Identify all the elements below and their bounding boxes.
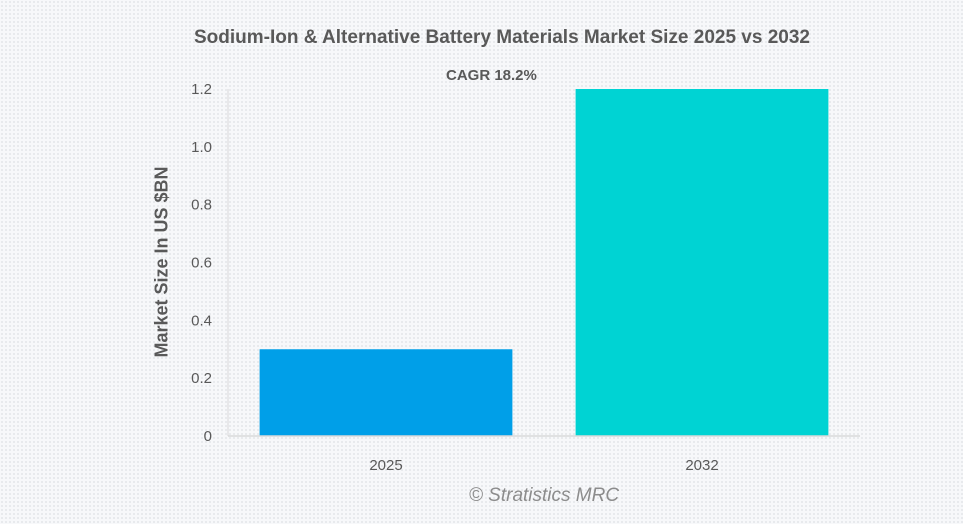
bar-2025 xyxy=(259,349,513,436)
y-tick-label: 0.2 xyxy=(191,370,212,387)
x-tick-label: 2025 xyxy=(369,457,402,474)
y-tick-label: 1.0 xyxy=(191,139,212,156)
x-tick-label: 2032 xyxy=(685,457,718,474)
bars xyxy=(259,89,829,436)
y-tick-label: 0.6 xyxy=(191,255,212,272)
y-tick-label: 1.2 xyxy=(191,81,212,98)
cagr-annotation: CAGR 18.2% xyxy=(446,67,537,84)
chart-title: Sodium-Ion & Alternative Battery Materia… xyxy=(194,27,810,48)
y-tick-label: 0.4 xyxy=(191,312,212,329)
bar-2032 xyxy=(575,89,829,436)
watermark: © Stratistics MRC xyxy=(468,485,620,506)
x-axis-ticks: 2025 2032 xyxy=(369,457,718,474)
y-axis-ticks: 0 0.2 0.4 0.6 0.8 1.0 1.2 xyxy=(191,81,212,445)
y-tick-label: 0.8 xyxy=(191,197,212,214)
y-tick-label: 0 xyxy=(204,428,212,445)
